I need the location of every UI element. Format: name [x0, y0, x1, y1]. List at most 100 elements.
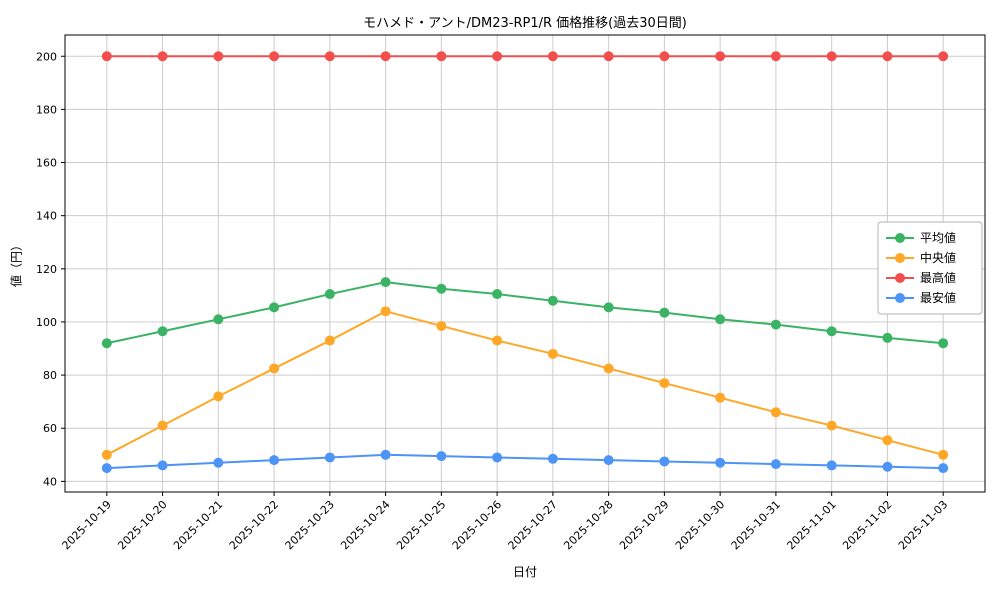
data-point — [324, 452, 335, 463]
legend-swatch-marker — [895, 293, 905, 303]
y-tick-label: 40 — [43, 475, 57, 488]
data-point — [213, 457, 224, 468]
data-point — [715, 51, 726, 62]
series-1 — [101, 306, 949, 460]
data-point — [770, 319, 781, 330]
x-tick-label: 2025-10-19 — [60, 498, 114, 552]
data-point — [492, 51, 503, 62]
x-tick-label: 2025-10-30 — [673, 498, 727, 552]
legend-swatch-marker — [895, 273, 905, 283]
data-point — [492, 335, 503, 346]
plot-border — [64, 34, 986, 493]
x-tick-label: 2025-11-02 — [840, 498, 894, 552]
data-point — [269, 302, 280, 313]
data-point — [603, 51, 614, 62]
legend-label: 最高値 — [920, 270, 956, 285]
y-tick-label: 60 — [43, 422, 57, 435]
data-point — [157, 51, 168, 62]
data-point — [770, 459, 781, 470]
y-tick-label: 180 — [36, 103, 57, 116]
x-tick-label: 2025-11-01 — [784, 498, 838, 552]
legend-label: 最安値 — [920, 290, 956, 305]
data-point — [770, 51, 781, 62]
series-line — [106, 453, 944, 470]
data-point — [380, 51, 391, 62]
data-point — [101, 463, 112, 474]
data-point — [882, 51, 893, 62]
x-tick-label: 2025-10-26 — [450, 498, 504, 552]
data-point — [101, 449, 112, 460]
x-tick-label: 2025-10-20 — [115, 498, 169, 552]
data-point — [938, 449, 949, 460]
data-point — [157, 326, 168, 337]
data-point — [826, 460, 837, 471]
data-point — [269, 51, 280, 62]
x-axis-label: 日付 — [512, 565, 537, 579]
data-point — [101, 338, 112, 349]
data-point — [882, 435, 893, 446]
series-3 — [101, 449, 949, 474]
data-point — [213, 314, 224, 325]
data-point — [938, 51, 949, 62]
data-point — [269, 363, 280, 374]
x-tick-label: 2025-10-22 — [227, 498, 281, 552]
data-point — [436, 320, 447, 331]
y-tick-label: 100 — [36, 316, 57, 329]
data-point — [436, 283, 447, 294]
data-point — [547, 51, 558, 62]
data-point — [213, 391, 224, 402]
data-point — [715, 457, 726, 468]
y-tick-label: 160 — [36, 157, 57, 170]
data-point — [436, 451, 447, 462]
data-point — [603, 363, 614, 374]
y-axis: 40 60 80 100 120 140 160 180 200 — [36, 50, 65, 488]
data-point — [269, 455, 280, 466]
x-tick-label: 2025-10-25 — [394, 498, 448, 552]
data-point — [603, 302, 614, 313]
data-point — [659, 307, 670, 318]
data-point — [157, 420, 168, 431]
data-point — [492, 289, 503, 300]
legend-swatch-marker — [895, 253, 905, 263]
data-point — [770, 407, 781, 418]
x-tick-label: 2025-10-24 — [338, 498, 392, 552]
x-tick-label: 2025-10-28 — [561, 498, 615, 552]
chart-title: モハメド・アント/DM23-RP1/R 価格推移(過去30日間) — [363, 16, 687, 31]
data-point — [882, 332, 893, 343]
grid — [65, 35, 985, 492]
data-point — [938, 463, 949, 474]
data-point — [213, 51, 224, 62]
data-point — [547, 453, 558, 464]
data-point — [547, 348, 558, 359]
legend-swatch-marker — [895, 233, 905, 243]
x-axis: 2025-10-19 2025-10-20 2025-10-21 2025-10-22… — [60, 492, 950, 552]
data-point — [380, 449, 391, 460]
y-tick-label: 200 — [36, 50, 57, 63]
series-0 — [101, 277, 949, 349]
series-line — [106, 310, 944, 456]
y-axis-label: 値（円） — [9, 238, 24, 288]
data-point — [826, 51, 837, 62]
x-tick-label: 2025-10-27 — [506, 498, 560, 552]
data-point — [826, 326, 837, 337]
data-point — [659, 51, 670, 62]
data-point — [324, 335, 335, 346]
data-point — [380, 277, 391, 288]
y-tick-label: 140 — [36, 210, 57, 223]
data-point — [380, 306, 391, 317]
data-point — [547, 295, 558, 306]
data-point — [659, 456, 670, 467]
x-tick-label: 2025-10-29 — [617, 498, 671, 552]
data-point — [715, 314, 726, 325]
data-point — [492, 452, 503, 463]
data-point — [882, 461, 893, 472]
x-tick-label: 2025-11-03 — [896, 498, 950, 552]
series-line — [106, 281, 944, 345]
data-point — [826, 420, 837, 431]
data-point — [715, 392, 726, 403]
legend-label: 中央値 — [920, 250, 956, 265]
data-point — [938, 338, 949, 349]
data-point — [659, 378, 670, 389]
